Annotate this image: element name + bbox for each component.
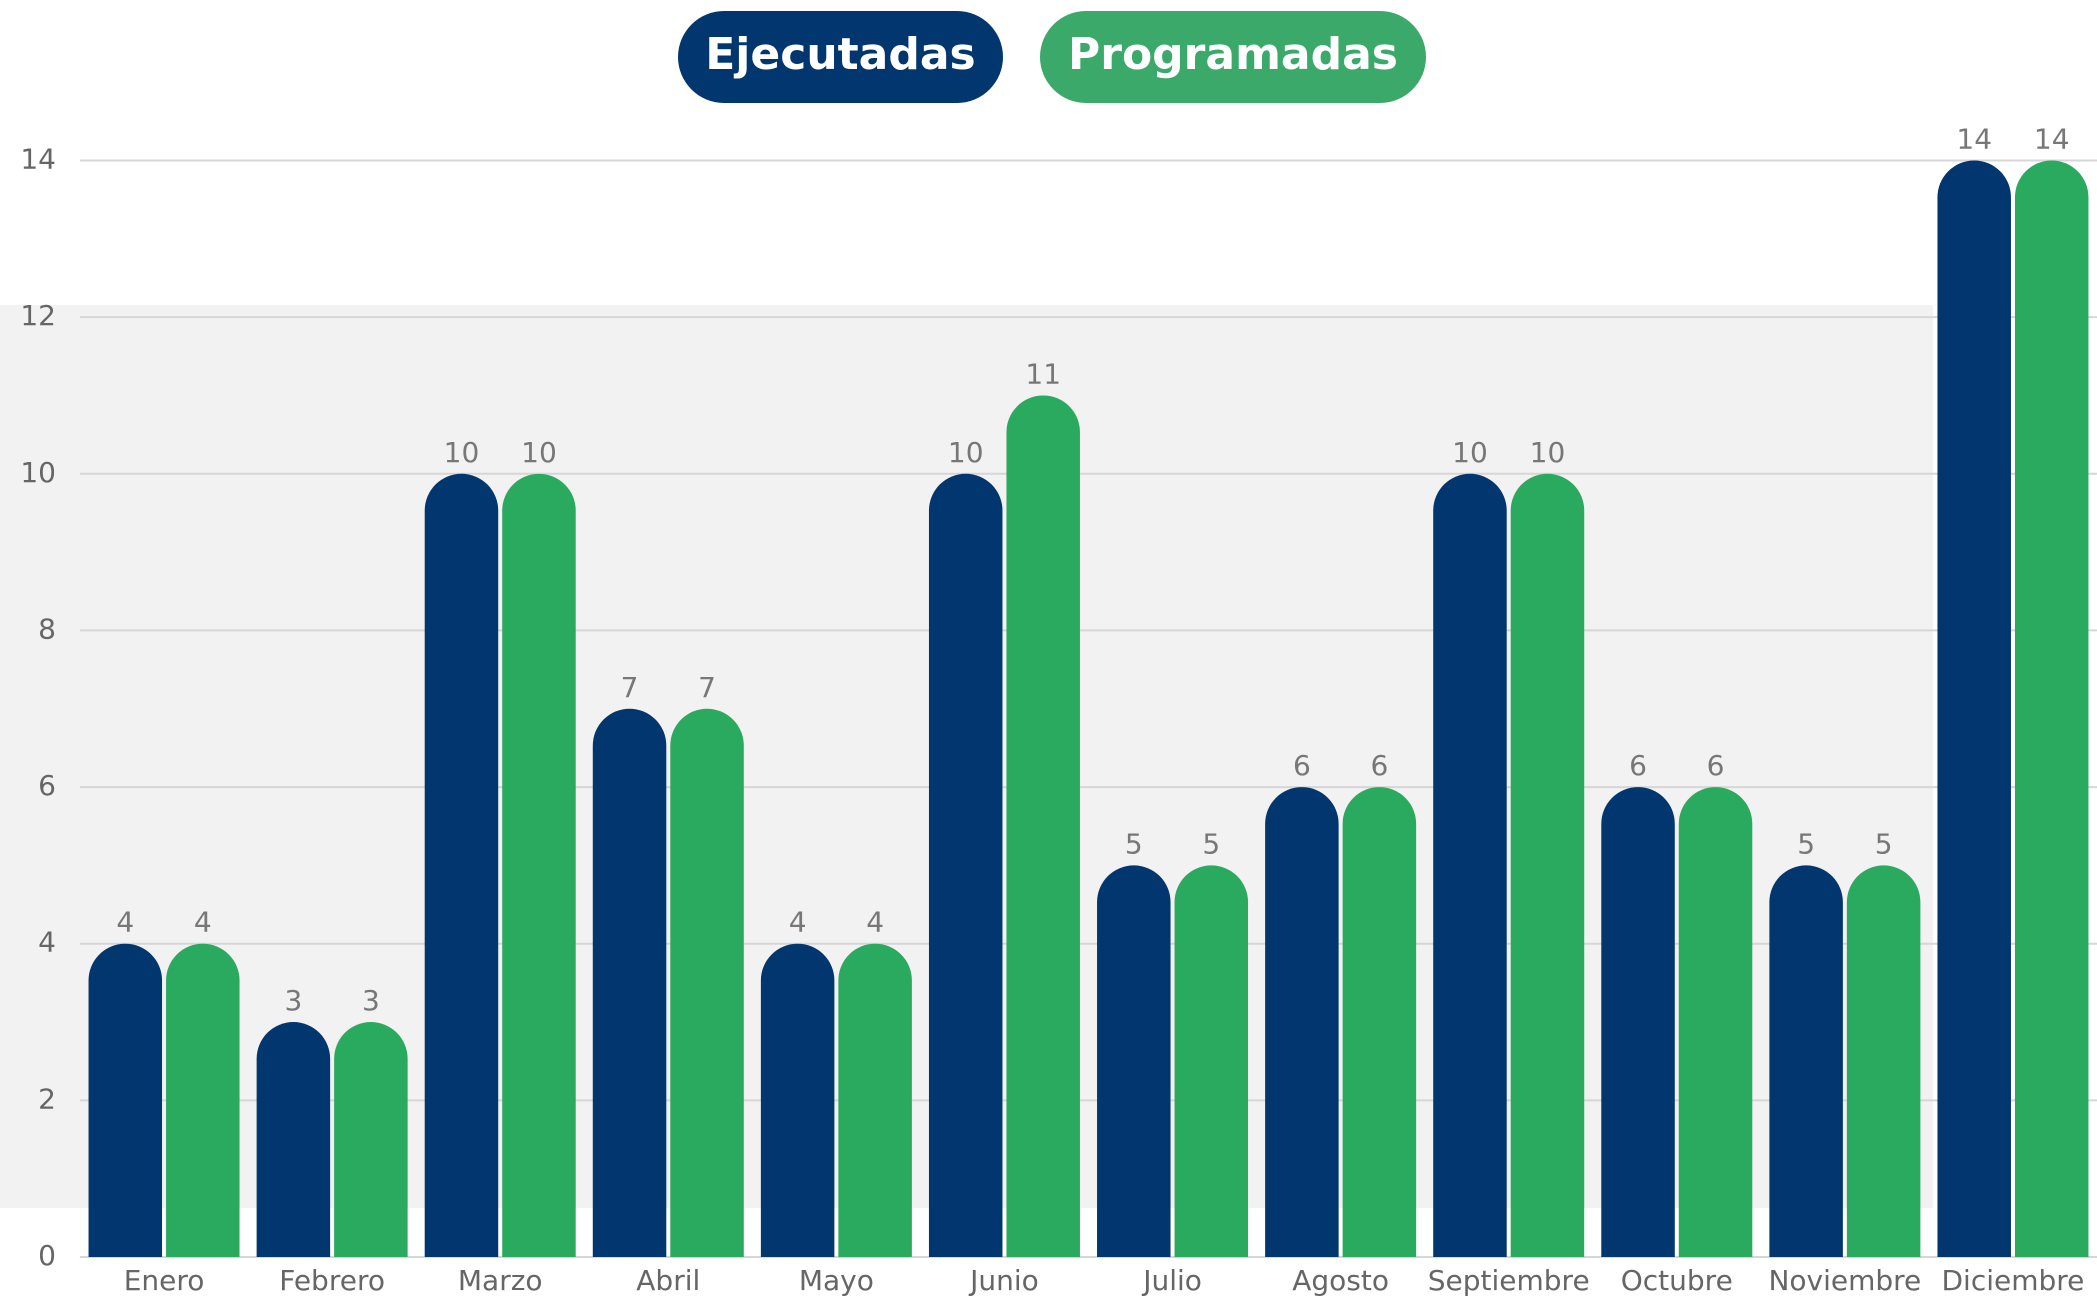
data-label: 10 — [948, 436, 984, 469]
data-label: 3 — [362, 984, 380, 1017]
bar — [1006, 395, 1080, 1258]
data-label: 5 — [1875, 827, 1893, 860]
bar — [1265, 787, 1339, 1257]
x-tick-label: Noviembre — [1768, 1264, 1921, 1296]
x-tick-label: Enero — [124, 1264, 205, 1296]
x-tick-label: Septiembre — [1428, 1264, 1590, 1296]
bar — [1174, 865, 1249, 1257]
x-tick-label: Junio — [968, 1264, 1039, 1296]
data-label: 5 — [1797, 827, 1815, 860]
y-tick-label: 14 — [20, 143, 56, 176]
data-label: 7 — [621, 671, 639, 704]
bar — [838, 943, 912, 1257]
x-tick-label: Mayo — [799, 1264, 874, 1296]
y-tick-label: 6 — [38, 769, 56, 802]
x-tick-label: Abril — [636, 1264, 700, 1296]
y-tick-label: 4 — [38, 926, 56, 959]
bar — [592, 708, 667, 1257]
data-label: 7 — [698, 671, 716, 704]
y-tick-label: 2 — [38, 1082, 56, 1115]
bar — [670, 708, 744, 1257]
data-label: 6 — [1293, 749, 1311, 782]
data-label: 5 — [1202, 827, 1220, 860]
bar — [1433, 473, 1507, 1257]
bar — [1510, 473, 1585, 1257]
data-label: 6 — [1707, 749, 1725, 782]
x-tick-label: Marzo — [458, 1264, 543, 1296]
y-tick-label: 12 — [20, 299, 56, 332]
bar — [256, 1022, 331, 1257]
y-tick-label: 8 — [38, 612, 56, 645]
y-tick-label: 0 — [38, 1239, 56, 1272]
data-label: 14 — [2034, 123, 2070, 156]
data-label: 3 — [284, 984, 302, 1017]
bar — [166, 943, 240, 1257]
x-tick-label: Octubre — [1621, 1264, 1733, 1296]
bar — [424, 473, 499, 1257]
bar — [1769, 865, 1843, 1257]
data-label: 6 — [1370, 749, 1388, 782]
legend-pill[interactable] — [1040, 11, 1426, 103]
x-tick-label: Febrero — [279, 1264, 385, 1296]
data-label: 4 — [866, 906, 884, 939]
legend-pill[interactable] — [678, 11, 1003, 103]
bar — [1342, 787, 1417, 1257]
data-label: 10 — [1530, 436, 1566, 469]
data-label: 14 — [1956, 123, 1992, 156]
bar — [334, 1022, 408, 1257]
bar — [1678, 787, 1753, 1257]
y-tick-label: 10 — [20, 456, 56, 489]
x-tick-label: Diciembre — [1941, 1264, 2084, 1296]
bar — [1601, 787, 1675, 1257]
data-label: 4 — [789, 906, 807, 939]
bar — [1097, 865, 1171, 1257]
bar — [1937, 160, 2011, 1257]
data-label: 6 — [1629, 749, 1647, 782]
legend-label[interactable]: Programadas — [1068, 29, 1398, 80]
data-label: 10 — [1452, 436, 1488, 469]
data-label: 10 — [444, 436, 480, 469]
bar — [928, 473, 1003, 1257]
x-tick-label: Agosto — [1292, 1264, 1389, 1296]
bar — [2014, 160, 2089, 1257]
legend-label[interactable]: Ejecutadas — [705, 29, 976, 80]
data-label: 10 — [521, 436, 557, 469]
bar — [760, 943, 835, 1257]
bar — [88, 943, 163, 1257]
data-label: 5 — [1125, 827, 1143, 860]
x-tick-label: Julio — [1141, 1264, 1202, 1296]
data-label: 11 — [1025, 357, 1061, 390]
bar — [1846, 865, 1921, 1257]
bar — [502, 473, 576, 1257]
data-label: 4 — [194, 906, 212, 939]
data-label: 4 — [116, 906, 134, 939]
